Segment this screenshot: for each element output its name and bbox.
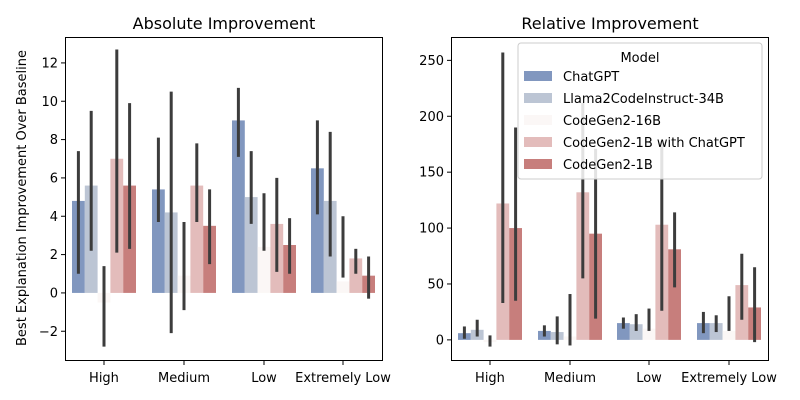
y-tick-label: 0 — [436, 333, 444, 348]
legend-title: Model — [620, 51, 659, 66]
bar-codegen2-16b-low — [257, 246, 271, 293]
bar-llama2codeinstruct-34b-low — [244, 197, 258, 293]
y-tick-label: 150 — [419, 166, 444, 181]
bar-codegen2-1b-with-chatgpt-medium — [190, 185, 204, 293]
x-axis: High Medium Low Extremely Low — [475, 360, 777, 386]
y-tick-label: −2 — [39, 325, 58, 340]
x-tick-label: Medium — [544, 371, 596, 386]
y-tick-label: 4 — [50, 210, 58, 225]
chart-title: Relative Improvement — [521, 14, 698, 33]
y-tick-label: 8 — [50, 133, 58, 148]
legend: Model ChatGPT Llama2CodeInstruct-34B CodeG… — [517, 42, 763, 180]
legend-swatch-llama2codeinstruct-34b — [524, 93, 552, 103]
y-tick-label: 2 — [50, 248, 58, 263]
error-bars — [76, 49, 371, 347]
panel-absolute: Absolute Improvement Best Explanation Im… — [15, 14, 391, 386]
bar-codegen2-16b-extremely-low — [336, 281, 350, 293]
y-axis-label: Best Explanation Improvement Over Baseli… — [15, 50, 30, 346]
legend-label-codegen2-1b: CodeGen2-1B — [563, 158, 653, 173]
y-axis: 0 50 100 150 200 250 — [419, 54, 452, 348]
y-axis: −2 0 2 4 6 8 10 12 — [39, 56, 66, 340]
legend-label-chatgpt: ChatGPT — [563, 70, 619, 85]
bar-codegen2-1b-with-chatgpt-extremely-low — [349, 258, 363, 293]
bar-chatgpt-low — [617, 323, 630, 340]
legend-box — [517, 42, 763, 180]
plot-frame — [65, 37, 383, 361]
legend-label-llama2codeinstruct-34b: Llama2CodeInstruct-34B — [563, 92, 724, 107]
legend-label-codegen2-16b: CodeGen2-16B — [563, 114, 661, 129]
x-tick-label: High — [475, 371, 505, 386]
y-tick-label: 6 — [50, 171, 58, 186]
bar-chatgpt-low — [232, 120, 245, 293]
x-tick-label: Extremely Low — [681, 371, 777, 386]
bar-chatgpt-medium — [152, 189, 165, 293]
legend-swatch-codegen2-1b-with-chatgpt — [524, 137, 552, 147]
bar-codegen2-1b-low — [668, 249, 681, 340]
legend-items: ChatGPT Llama2CodeInstruct-34B CodeGen2-16… — [524, 70, 745, 173]
bar-chatgpt-extremely-low — [311, 168, 324, 293]
y-tick-label: 50 — [427, 277, 444, 292]
y-tick-label: 250 — [419, 54, 444, 69]
x-tick-label: High — [89, 371, 119, 386]
x-tick-label: Low — [251, 371, 277, 386]
bar-codegen2-16b-low — [642, 328, 656, 340]
plot-frame — [451, 37, 769, 361]
x-tick-label: Low — [636, 371, 662, 386]
bar-llama2codeinstruct-34b-low — [629, 324, 643, 340]
legend-label-codegen2-1b-with-chatgpt: CodeGen2-1B with ChatGPT — [563, 136, 745, 151]
y-tick-label: 100 — [419, 222, 444, 237]
y-tick-label: 0 — [50, 286, 58, 301]
bar-codegen2-16b-extremely-low — [722, 330, 736, 340]
x-axis: High Medium Low Extremely Low — [89, 360, 391, 386]
chart-title: Absolute Improvement — [133, 14, 316, 33]
legend-swatch-codegen2-1b — [524, 159, 552, 169]
y-tick-label: 10 — [41, 95, 58, 110]
x-tick-label: Extremely Low — [295, 371, 391, 386]
x-tick-label: Medium — [158, 371, 210, 386]
legend-swatch-chatgpt — [524, 71, 552, 81]
y-tick-label: 200 — [419, 110, 444, 125]
legend-swatch-codegen2-16b — [524, 115, 552, 125]
y-tick-label: 12 — [41, 56, 58, 71]
